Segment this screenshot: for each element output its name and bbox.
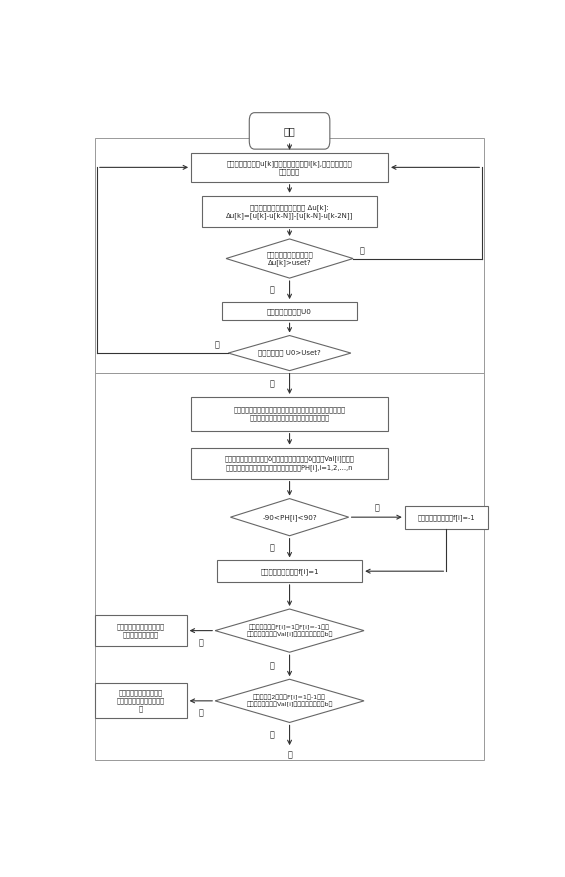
- Text: 是: 是: [270, 544, 274, 553]
- Text: 开始: 开始: [284, 126, 295, 136]
- Text: 采集系统零序电压u[k]及各线路零序电流i[k],将采样数据存储
于缓冲区内: 采集系统零序电压u[k]及各线路零序电流i[k],将采样数据存储 于缓冲区内: [227, 160, 353, 175]
- FancyBboxPatch shape: [218, 560, 362, 582]
- Polygon shape: [215, 609, 364, 652]
- FancyBboxPatch shape: [202, 196, 377, 227]
- Text: 是: 是: [198, 709, 203, 717]
- Text: 是: 是: [270, 379, 274, 389]
- FancyBboxPatch shape: [95, 615, 186, 646]
- FancyBboxPatch shape: [249, 112, 330, 149]
- Text: 否: 否: [270, 731, 274, 740]
- Text: 判定该线路为接地线路，本
次为单线路接地故障: 判定该线路为接地线路，本 次为单线路接地故障: [117, 624, 164, 638]
- Text: 找到幅值最大的特征频率δ，将各线路特征频率δ对应值Val[i]由大到
小排序，并以首线路为参考计算相位差，记PH[i],i=1,2,…,n: 找到幅值最大的特征频率δ，将各线路特征频率δ对应值Val[i]由大到 小排序，并…: [225, 456, 354, 471]
- Text: 否: 否: [270, 661, 274, 670]
- FancyBboxPatch shape: [191, 153, 388, 182]
- Polygon shape: [228, 336, 351, 371]
- Text: 判定反相，置标识符f[i]=-1: 判定反相，置标识符f[i]=-1: [418, 514, 475, 521]
- Text: 若有且仅有2条线路F[i]=1或-1，且
高特征频率的幅值Val[i]是其它线路之各的b倍: 若有且仅有2条线路F[i]=1或-1，且 高特征频率的幅值Val[i]是其它线路…: [246, 695, 333, 707]
- FancyBboxPatch shape: [405, 506, 488, 529]
- Text: 零序电压幅值 U0>Uset?: 零序电压幅值 U0>Uset?: [258, 350, 321, 356]
- Text: 否: 否: [287, 751, 292, 759]
- Text: 判定这两条线路为接地线
路，本次为两点同相接地故
障: 判定这两条线路为接地线 路，本次为两点同相接地故 障: [117, 689, 164, 712]
- Text: 否: 否: [375, 503, 379, 512]
- Text: 判定同相，置标识符f[i]=1: 判定同相，置标识符f[i]=1: [260, 567, 319, 574]
- FancyBboxPatch shape: [95, 683, 186, 718]
- Polygon shape: [226, 239, 353, 278]
- Text: 否: 否: [270, 286, 274, 295]
- Polygon shape: [231, 499, 349, 536]
- Polygon shape: [215, 679, 364, 723]
- FancyBboxPatch shape: [221, 302, 358, 320]
- Text: 计算当前时刻零序电压突变量 Δu[k]:
Δu[k]=[u[k]-u[k-N]]-[u[k-N]-u[k-2N]]: 计算当前时刻零序电压突变量 Δu[k]: Δu[k]=[u[k]-u[k-N]]…: [226, 203, 353, 218]
- FancyBboxPatch shape: [191, 447, 388, 479]
- Text: 取采样数据窗内最大延值，以它为中心取一周波数据进行傅氏运
算，计算零序电压零序电流基波和各基频分量: 取采样数据窗内最大延值，以它为中心取一周波数据进行傅氏运 算，计算零序电压零序电…: [233, 406, 346, 421]
- Text: 若只有一条线路F[i]=1或F[i]=-1，且
高特征频率的幅值Val[i]是其它线路之各的b倍: 若只有一条线路F[i]=1或F[i]=-1，且 高特征频率的幅值Val[i]是其…: [246, 624, 333, 637]
- Text: -90<PH[i]<90?: -90<PH[i]<90?: [262, 514, 317, 521]
- Text: 是: 是: [359, 246, 364, 255]
- Text: 是: 是: [198, 638, 203, 647]
- Text: 检查电压突变量启动判据
Δu[k]>uset?: 检查电压突变量启动判据 Δu[k]>uset?: [266, 251, 313, 266]
- Text: 计算零序电压幅值U0: 计算零序电压幅值U0: [267, 308, 312, 315]
- Text: 否: 否: [215, 340, 220, 349]
- FancyBboxPatch shape: [191, 397, 388, 431]
